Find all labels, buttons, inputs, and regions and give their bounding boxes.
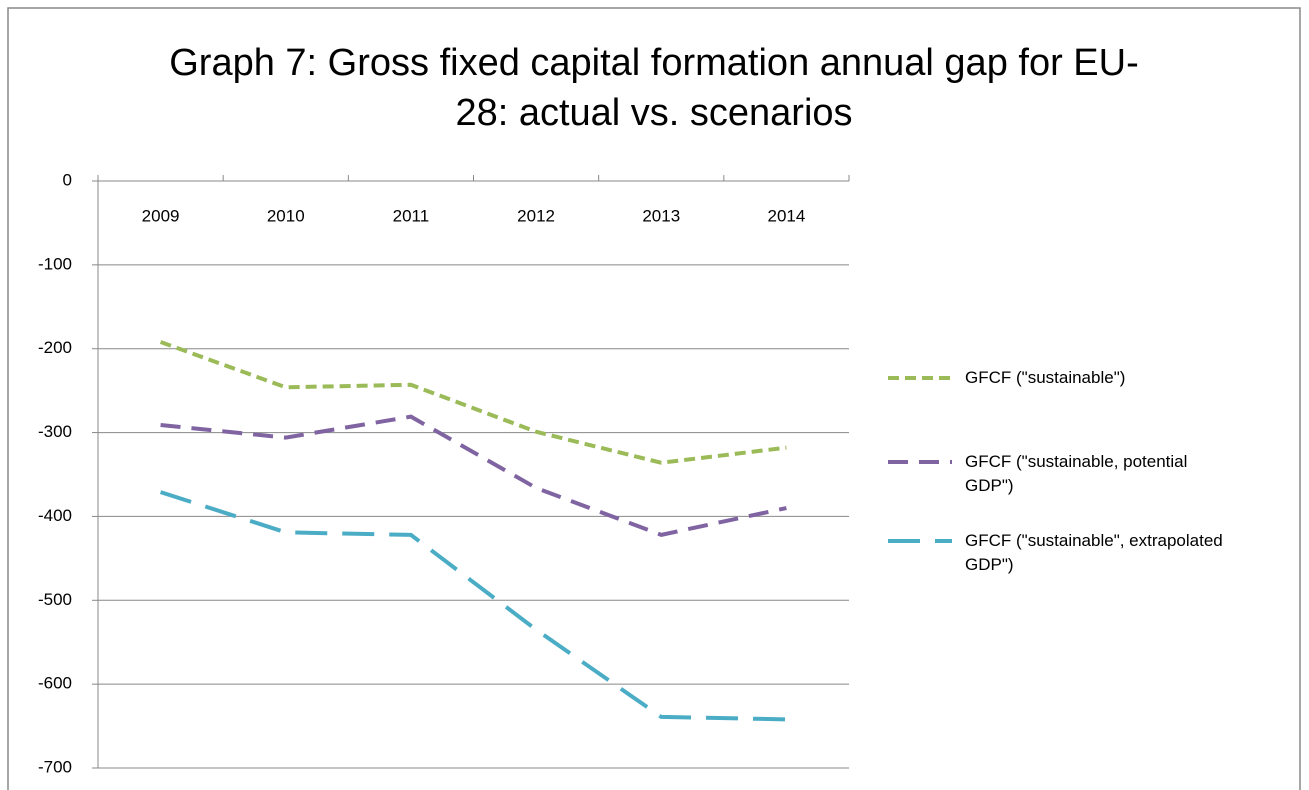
series-line [159,490,787,722]
x-tick-label: 2009 [142,206,180,225]
y-tick-label: -500 [38,590,72,609]
legend-label: GFCF ("sustainable", extrapolated GDP") [965,531,1223,574]
legend-label: GFCF ("sustainable, potential GDP") [965,452,1188,495]
x-tick-label: 2014 [768,206,806,225]
y-tick-label: 0 [63,170,72,189]
y-tick-label: -400 [38,506,72,525]
y-tick-label: -300 [38,422,72,441]
chart-title: Graph 7: Gross fixed capital formation a… [169,42,1139,134]
series-line [160,414,787,537]
x-tick-label: 2013 [642,206,680,225]
legend-label: GFCF ("sustainable") [965,368,1126,387]
x-tick-label: 2011 [393,206,430,225]
x-tick-label: 2012 [517,206,555,225]
y-tick-label: -600 [38,674,72,693]
chart-border [7,7,1301,790]
y-tick-label: -100 [38,254,72,273]
series-line [159,340,787,465]
x-tick-label: 2010 [267,206,305,225]
y-tick-label: -700 [38,757,72,776]
y-tick-label: -200 [38,338,72,357]
